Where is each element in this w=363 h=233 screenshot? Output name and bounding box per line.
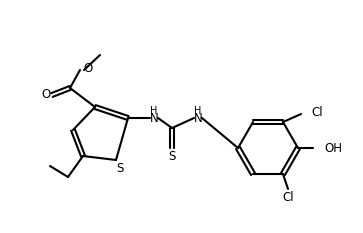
Text: N: N xyxy=(150,113,158,126)
Text: OH: OH xyxy=(324,141,342,154)
Text: Cl: Cl xyxy=(282,192,294,205)
Text: Cl: Cl xyxy=(311,106,323,119)
Text: S: S xyxy=(168,150,176,162)
Text: N: N xyxy=(193,113,203,126)
Text: H: H xyxy=(150,106,158,116)
Text: H: H xyxy=(194,106,202,116)
Text: O: O xyxy=(83,62,93,75)
Text: O: O xyxy=(41,89,50,102)
Text: S: S xyxy=(116,161,124,175)
